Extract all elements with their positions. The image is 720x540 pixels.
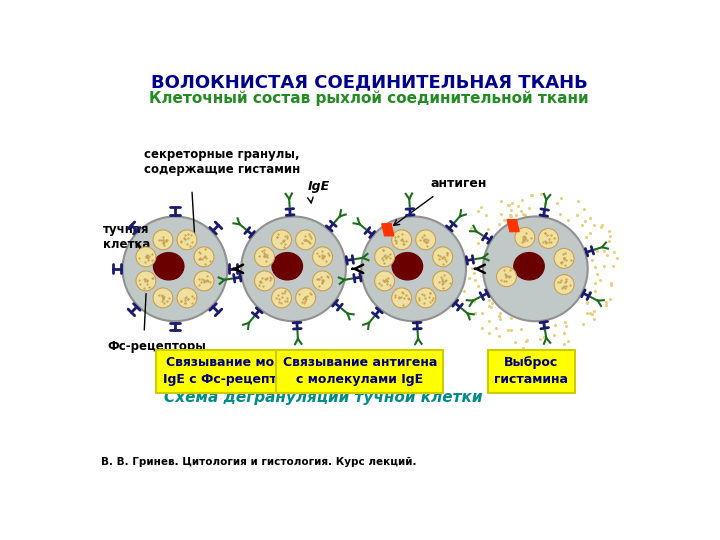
Ellipse shape	[283, 267, 299, 279]
Ellipse shape	[403, 267, 419, 279]
Circle shape	[153, 230, 173, 250]
Ellipse shape	[153, 253, 184, 280]
Circle shape	[554, 248, 574, 268]
Circle shape	[136, 271, 156, 291]
Circle shape	[312, 247, 333, 267]
Text: Клеточный состав рыхлой соединительной ткани: Клеточный состав рыхлой соединительной т…	[149, 90, 589, 106]
Text: ВОЛОКНИСТАЯ СОЕДИНИТЕЛЬНАЯ ТКАНЬ: ВОЛОКНИСТАЯ СОЕДИНИТЕЛЬНАЯ ТКАНЬ	[150, 73, 588, 91]
Circle shape	[122, 217, 228, 321]
Circle shape	[153, 288, 173, 308]
Circle shape	[497, 267, 516, 287]
Ellipse shape	[514, 253, 544, 280]
Circle shape	[539, 228, 558, 248]
Text: секреторные гранулы,
содержащие гистамин: секреторные гранулы, содержащие гистамин	[144, 148, 300, 177]
Text: антиген: антиген	[431, 177, 487, 190]
Ellipse shape	[272, 253, 302, 280]
Ellipse shape	[392, 253, 423, 280]
Circle shape	[177, 288, 197, 308]
Text: В. В. Гринев. Цитология и гистология. Курс лекций.: В. В. Гринев. Цитология и гистология. Ку…	[101, 457, 417, 467]
Text: Связывание антигена
с молекулами IgE: Связывание антигена с молекулами IgE	[282, 356, 437, 386]
Text: Связывание молекул
IgE с Фс-рецепторами: Связывание молекул IgE с Фс-рецепторами	[163, 356, 321, 386]
Circle shape	[255, 247, 274, 267]
Circle shape	[255, 271, 274, 291]
Circle shape	[194, 247, 214, 267]
Text: Схема дегрануляции тучной клетки: Схема дегрануляции тучной клетки	[163, 390, 482, 405]
Circle shape	[296, 288, 315, 308]
Text: IgE: IgE	[307, 180, 330, 193]
Circle shape	[415, 288, 436, 308]
Circle shape	[177, 230, 197, 250]
Circle shape	[271, 288, 292, 308]
Circle shape	[515, 227, 535, 247]
Ellipse shape	[525, 267, 541, 279]
Circle shape	[415, 230, 436, 250]
Text: Фс-рецепторы: Фс-рецепторы	[107, 340, 206, 354]
Circle shape	[392, 288, 412, 308]
Circle shape	[392, 230, 412, 250]
Ellipse shape	[164, 267, 180, 279]
Circle shape	[361, 217, 466, 321]
Circle shape	[312, 271, 333, 291]
Circle shape	[483, 217, 588, 321]
Circle shape	[374, 247, 395, 267]
Circle shape	[136, 247, 156, 267]
Circle shape	[296, 230, 315, 250]
Circle shape	[374, 271, 395, 291]
Circle shape	[271, 230, 292, 250]
Circle shape	[433, 271, 453, 291]
Circle shape	[433, 247, 453, 267]
Circle shape	[554, 275, 574, 294]
Text: Выброс
гистамина: Выброс гистамина	[495, 356, 569, 386]
Polygon shape	[382, 224, 394, 236]
Polygon shape	[507, 220, 519, 232]
Circle shape	[241, 217, 346, 321]
Circle shape	[194, 271, 214, 291]
Text: тучная
клетка: тучная клетка	[102, 222, 150, 251]
